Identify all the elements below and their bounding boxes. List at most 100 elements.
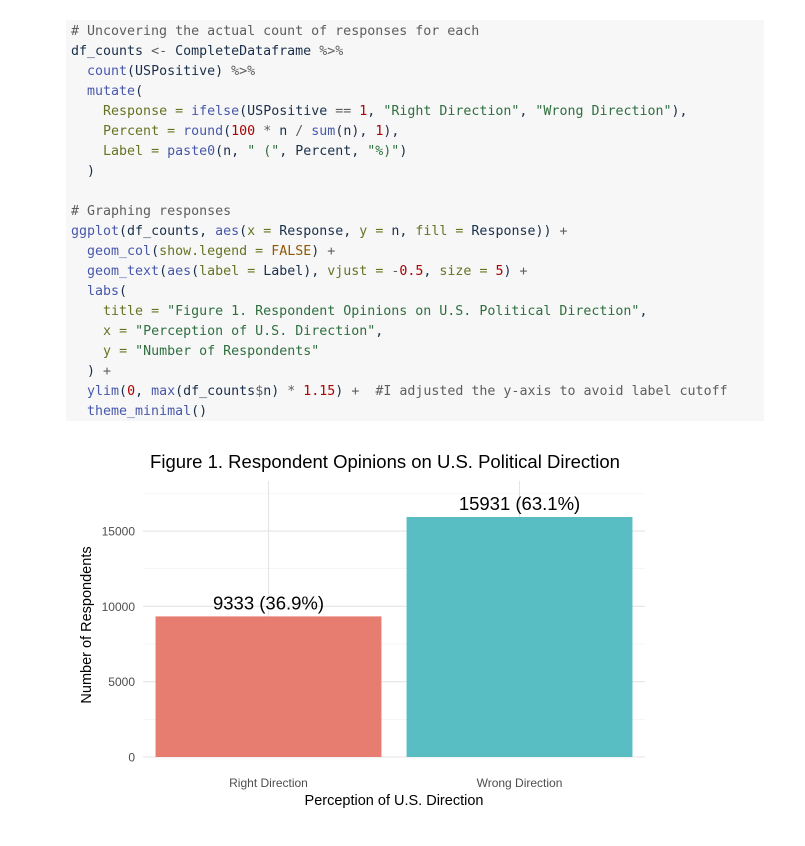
code-line: mutate( xyxy=(71,82,764,102)
code-token xyxy=(127,344,135,359)
code-token: size xyxy=(439,264,472,279)
code-token xyxy=(167,104,175,119)
y-tick-label: 10000 xyxy=(102,600,136,614)
code-token: = xyxy=(375,224,384,239)
data-label: 9333 (36.9%) xyxy=(213,592,324,613)
code-token: ( xyxy=(119,284,128,299)
code-token xyxy=(239,264,247,279)
code-token: paste0 xyxy=(167,144,216,159)
code-token: ) xyxy=(335,384,352,399)
code-token: (n, xyxy=(215,144,248,159)
code-token: #I adjusted the y-axis to avoid label cu… xyxy=(375,384,728,399)
code-token: ), xyxy=(671,104,688,119)
bar-wrong-direction xyxy=(406,517,633,757)
code-token: "Wrong Direction" xyxy=(535,104,672,119)
code-token: = xyxy=(375,264,384,279)
code-token: ylim xyxy=(87,384,120,399)
code-line: # Graphing responses xyxy=(71,202,764,222)
code-token xyxy=(71,344,103,359)
code-token: x xyxy=(247,224,256,239)
bar-chart: Figure 1. Respondent Opinions on U.S. Po… xyxy=(79,451,645,809)
code-token: ) xyxy=(503,264,520,279)
code-token: = xyxy=(119,344,128,359)
code-token: Percent xyxy=(103,124,160,139)
code-token: " (" xyxy=(247,144,280,159)
code-line: ) xyxy=(71,162,764,182)
code-token: fill xyxy=(415,224,448,239)
code-token xyxy=(247,244,255,259)
bars: 9333 (36.9%) 15931 (63.1%) xyxy=(155,493,633,757)
y-axis-label: Number of Respondents xyxy=(79,546,95,703)
y-tick-label: 15000 xyxy=(102,525,136,539)
code-token: # Graphing responses xyxy=(71,204,232,219)
code-token: , xyxy=(519,104,536,119)
code-token xyxy=(143,144,151,159)
code-token: + xyxy=(559,224,568,239)
code-token: (USPositive xyxy=(239,104,336,119)
x-tick-label: Wrong Direction xyxy=(477,776,563,790)
code-token: 5 xyxy=(495,264,504,279)
data-label: 15931 (63.1%) xyxy=(459,493,580,514)
code-token: "Figure 1. Respondent Opinions on U.S. P… xyxy=(167,304,640,319)
code-token: n xyxy=(271,124,296,139)
code-token: * xyxy=(287,384,296,399)
code-token: ( xyxy=(151,244,160,259)
code-token: %>% xyxy=(231,64,256,79)
code-token: Response, xyxy=(271,224,360,239)
code-block: # Uncovering the actual count of respons… xyxy=(66,20,764,421)
code-token: sum xyxy=(311,124,336,139)
code-token: "%)" xyxy=(367,144,400,159)
code-line: x = "Perception of U.S. Direction", xyxy=(71,322,764,342)
code-line: geom_col(show.legend = FALSE) + xyxy=(71,242,764,262)
code-token: geom_col xyxy=(87,244,152,259)
code-token xyxy=(359,384,375,399)
code-token: ( xyxy=(159,264,168,279)
code-token: mutate xyxy=(87,84,136,99)
code-token: title xyxy=(103,304,144,319)
code-token: ) xyxy=(311,244,328,259)
code-token: label xyxy=(199,264,240,279)
code-token: Label xyxy=(103,144,144,159)
code-token xyxy=(71,324,103,339)
code-token: "Right Direction" xyxy=(383,104,520,119)
code-token: 1 xyxy=(375,124,384,139)
code-token: ) xyxy=(71,164,96,179)
code-token xyxy=(71,104,103,119)
code-line: labs( xyxy=(71,282,764,302)
code-line: ylim(0, max(df_counts$n) * 1.15) + #I ad… xyxy=(71,382,764,402)
code-token xyxy=(143,304,151,319)
code-token xyxy=(71,284,87,299)
code-token: + xyxy=(327,244,336,259)
code-token: theme_minimal xyxy=(87,404,192,419)
y-tick-label: 5000 xyxy=(108,675,135,689)
code-token: / xyxy=(295,124,304,139)
code-token: x xyxy=(103,324,112,339)
code-token: "Number of Respondents" xyxy=(135,344,320,359)
code-line: df_counts <- CompleteDataframe %>% xyxy=(71,42,764,62)
code-line: # Uncovering the actual count of respons… xyxy=(71,22,764,42)
code-token: = xyxy=(479,264,488,279)
code-token: "Perception of U.S. Direction" xyxy=(135,324,376,339)
code-token xyxy=(71,244,87,259)
code-token: * xyxy=(263,124,272,139)
code-token xyxy=(159,124,167,139)
code-token: = xyxy=(151,304,160,319)
code-line: Response = ifelse(USPositive == 1, "Righ… xyxy=(71,102,764,122)
code-token xyxy=(159,144,167,159)
code-token: labs xyxy=(87,284,120,299)
code-token: show.legend xyxy=(159,244,248,259)
code-token: $ xyxy=(255,384,264,399)
bar-right-direction xyxy=(155,616,382,757)
code-token xyxy=(159,304,167,319)
chart-title: Figure 1. Respondent Opinions on U.S. Po… xyxy=(150,451,620,472)
code-token: Label), xyxy=(255,264,328,279)
code-token xyxy=(111,344,119,359)
code-line: ) + xyxy=(71,362,764,382)
code-token: (n), xyxy=(335,124,376,139)
code-token: , xyxy=(639,304,648,319)
code-token: geom_text xyxy=(87,264,160,279)
code-token: + xyxy=(103,364,112,379)
code-token: ), xyxy=(383,124,400,139)
code-line: title = "Figure 1. Respondent Opinions o… xyxy=(71,302,764,322)
code-token: = xyxy=(175,104,184,119)
